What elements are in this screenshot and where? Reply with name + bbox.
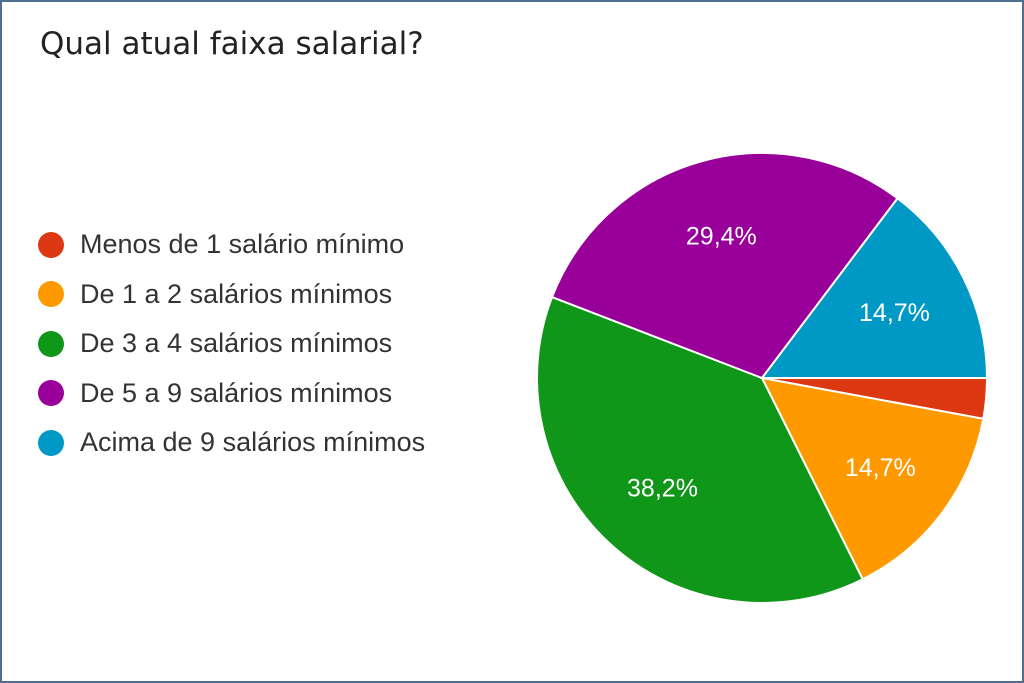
legend-item[interactable]: De 5 a 9 salários mínimos [38, 369, 425, 419]
legend-swatch [38, 330, 64, 357]
slice-value-label: 14,7% [845, 454, 916, 482]
pie-slice[interactable] [759, 196, 989, 379]
chart-title: Qual atual faixa salarial? [40, 26, 424, 62]
legend-label: De 1 a 2 salários mínimos [80, 278, 393, 309]
slice-value-label: 38,2% [627, 475, 698, 503]
legend-label: De 3 a 4 salários mínimos [80, 328, 393, 359]
legend-swatch [38, 281, 64, 308]
legend-label: Menos de 1 salário mínimo [80, 229, 405, 260]
legend-swatch [38, 429, 64, 456]
legend-label: De 5 a 9 salários mínimos [80, 377, 393, 408]
legend-swatch [38, 380, 64, 407]
legend-item[interactable]: Acima de 9 salários mínimos [38, 418, 425, 468]
pie-slice[interactable] [550, 152, 899, 380]
legend-swatch [38, 231, 64, 258]
pie-slice[interactable] [536, 295, 865, 604]
legend-item[interactable]: Menos de 1 salário mínimo [38, 220, 425, 270]
slice-value-label: 29,4% [686, 223, 757, 251]
legend: Menos de 1 salário mínimo De 1 a 2 salár… [38, 220, 425, 468]
legend-label: Acima de 9 salários mínimos [80, 427, 426, 458]
pie-slice[interactable] [760, 376, 985, 581]
legend-item[interactable]: De 3 a 4 salários mínimos [38, 319, 425, 369]
legend-item[interactable]: De 1 a 2 salários mínimos [38, 270, 425, 320]
slice-value-label: 14,7% [859, 299, 930, 327]
